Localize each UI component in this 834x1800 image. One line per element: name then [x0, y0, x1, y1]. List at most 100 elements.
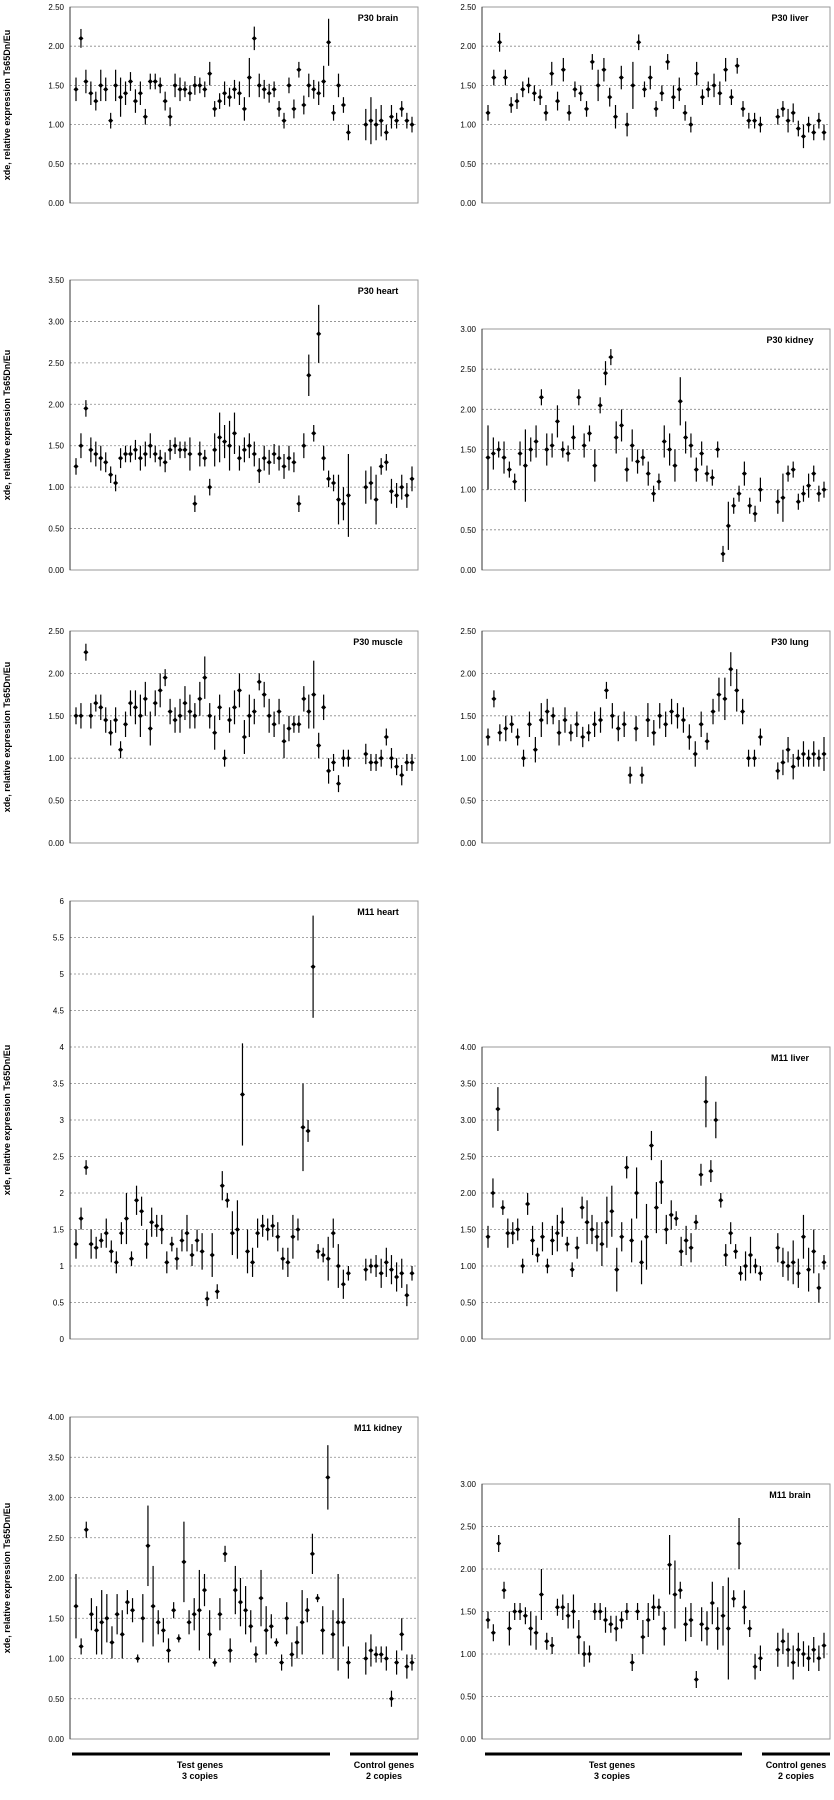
data-point — [340, 1269, 346, 1299]
point-marker — [589, 1226, 595, 1233]
point-marker — [345, 1659, 351, 1666]
data-point — [330, 105, 337, 121]
data-point — [113, 69, 119, 102]
data-point — [497, 724, 503, 742]
data-point — [280, 1247, 286, 1270]
point-marker — [394, 764, 400, 770]
point-marker — [728, 666, 734, 672]
data-point — [172, 437, 178, 454]
data-point — [576, 1620, 582, 1654]
point-marker — [321, 455, 327, 461]
point-marker — [73, 713, 79, 719]
point-marker — [192, 501, 198, 507]
point-marker — [253, 1651, 259, 1658]
point-marker — [197, 451, 203, 457]
point-marker — [305, 1128, 311, 1134]
data-point — [538, 1569, 544, 1620]
data-point — [207, 703, 213, 729]
data-point — [639, 766, 645, 784]
data-point — [186, 1610, 192, 1635]
data-point — [399, 764, 405, 786]
data-point — [728, 89, 734, 105]
point-marker — [217, 98, 223, 104]
point-marker — [780, 1259, 786, 1265]
data-point — [137, 694, 143, 737]
point-marker — [500, 1205, 506, 1211]
point-marker — [114, 1611, 120, 1617]
data-point — [795, 1258, 801, 1288]
data-point — [335, 775, 342, 793]
data-point — [728, 652, 734, 687]
point-marker — [522, 1613, 528, 1619]
data-point — [241, 97, 247, 121]
data-point — [276, 101, 282, 117]
data-point — [378, 1258, 384, 1288]
point-marker — [647, 75, 653, 81]
point-marker — [565, 1613, 571, 1619]
y-tick-label: 1.00 — [460, 486, 476, 495]
point-marker — [404, 759, 410, 765]
data-point — [562, 707, 568, 733]
point-marker — [757, 1270, 763, 1276]
point-marker — [363, 1655, 369, 1662]
point-marker — [340, 102, 346, 108]
point-marker — [715, 446, 721, 453]
y-tick-label: 0.50 — [460, 526, 476, 535]
point-marker — [217, 704, 223, 710]
point-marker — [515, 1226, 521, 1233]
data-point — [310, 915, 316, 1018]
point-marker — [118, 747, 124, 753]
point-marker — [325, 1474, 331, 1480]
point-marker — [271, 721, 277, 727]
point-marker — [589, 59, 595, 65]
data-point — [811, 465, 817, 482]
data-point — [683, 421, 689, 454]
point-marker — [144, 1241, 150, 1247]
data-point — [775, 489, 781, 514]
point-marker — [88, 90, 94, 96]
point-marker — [549, 1642, 555, 1649]
data-point — [394, 483, 400, 508]
data-point — [672, 1560, 678, 1629]
point-marker — [271, 451, 277, 457]
data-point — [506, 461, 512, 478]
y-tick-label: 0.50 — [48, 797, 64, 806]
point-marker — [667, 1562, 673, 1568]
data-point — [187, 437, 193, 471]
data-point — [209, 1233, 215, 1277]
point-marker — [285, 1259, 291, 1265]
point-marker — [128, 1256, 135, 1262]
data-point — [388, 1255, 395, 1285]
data-point — [340, 1598, 346, 1647]
data-point — [780, 101, 786, 117]
point-marker — [270, 1223, 276, 1229]
point-marker — [281, 738, 287, 744]
data-point — [554, 1214, 560, 1252]
data-point — [645, 461, 651, 486]
data-point — [688, 116, 694, 133]
point-marker — [682, 110, 688, 116]
point-marker — [345, 1270, 351, 1276]
point-marker — [162, 98, 168, 104]
data-point — [806, 473, 812, 498]
point-marker — [108, 472, 114, 478]
point-marker — [197, 696, 203, 702]
point-marker — [574, 1245, 580, 1251]
data-point — [597, 1603, 603, 1620]
point-marker — [306, 709, 312, 715]
point-marker — [651, 491, 657, 497]
point-marker — [534, 1252, 541, 1258]
point-marker — [187, 90, 193, 96]
data-point — [399, 101, 405, 117]
data-point — [604, 1196, 610, 1248]
y-tick-label: 4.5 — [53, 1007, 65, 1016]
data-point — [811, 1637, 817, 1663]
data-point — [673, 1211, 679, 1226]
data-point — [638, 1240, 645, 1285]
point-marker — [740, 709, 746, 715]
point-marker — [172, 82, 178, 88]
data-point — [565, 445, 571, 462]
y-tick-label: 1.00 — [460, 754, 476, 763]
data-point — [260, 1214, 266, 1237]
